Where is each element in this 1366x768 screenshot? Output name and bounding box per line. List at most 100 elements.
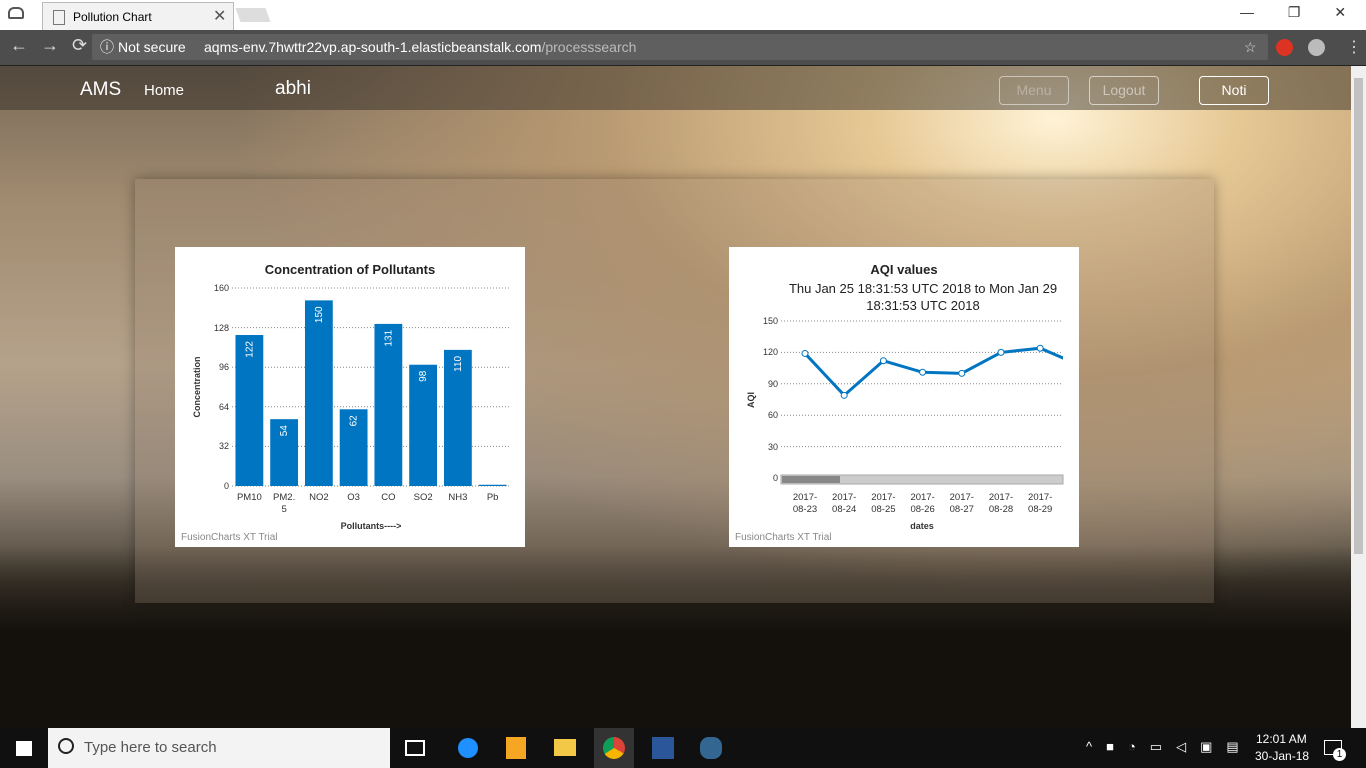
tab-title: Pollution Chart <box>73 10 152 24</box>
point <box>919 368 927 376</box>
x-tick-label: 2017-08-28 <box>988 492 1014 515</box>
abp-icon[interactable] <box>1276 39 1293 56</box>
bar <box>409 364 438 486</box>
window-controls[interactable]: — ❐ ✕ <box>1240 4 1347 20</box>
clock-date: 30-Jan-18 <box>1255 749 1310 763</box>
data-label: 131 <box>383 329 394 346</box>
credit: FusionCharts XT Trial <box>181 532 278 543</box>
point <box>801 349 809 357</box>
y-tick-label: 32 <box>218 441 229 452</box>
data-label: 98 <box>418 370 429 382</box>
address-bar: ← → ⟳ ⓘ Not secure aqms-env.7hwttr22vp.a… <box>0 30 1366 65</box>
explorer-icon[interactable] <box>554 739 576 756</box>
data-label: 150 <box>314 306 325 323</box>
cortana-icon <box>58 738 74 754</box>
logout-button[interactable]: Logout <box>1089 76 1159 105</box>
tray-icons[interactable]: ^■◔▭◁▣▤ <box>1086 739 1253 754</box>
search-placeholder: Type here to search <box>84 739 217 756</box>
scrollbar[interactable] <box>1351 66 1366 728</box>
home-link[interactable]: Home <box>144 82 185 99</box>
data-label: 54 <box>279 425 290 437</box>
x-tick-label: O3 <box>347 492 360 503</box>
y-tick-label: 64 <box>218 401 229 412</box>
menu-button[interactable]: Menu <box>999 76 1069 105</box>
scroll-thumb[interactable] <box>1354 78 1363 554</box>
credit: FusionCharts XT Trial <box>735 532 832 543</box>
extension-icon[interactable] <box>1308 39 1325 56</box>
y-tick-label: 150 <box>762 316 778 326</box>
x-tick-label: 2017-08-27 <box>949 492 974 515</box>
y-axis-title: Concentration <box>192 356 202 418</box>
postgres-icon[interactable] <box>700 737 722 759</box>
x-tick-label: PM2.5 <box>273 492 296 515</box>
point <box>958 369 966 377</box>
tab-close[interactable]: ✕ <box>213 8 227 25</box>
chrome-active[interactable] <box>594 728 634 768</box>
x-tick-label: NH3 <box>448 492 468 503</box>
url: aqms-env.7hwttr22vp.ap-south-1.elasticbe… <box>204 34 636 60</box>
bar <box>304 300 333 486</box>
tab-strip: Pollution Chart ✕ — ❐ ✕ <box>0 0 1366 31</box>
search-box[interactable]: Type here to search <box>48 728 390 768</box>
bar <box>339 409 368 486</box>
y-tick-label: 0 <box>772 473 778 483</box>
x-tick-label: 2017-08-23 <box>792 492 818 515</box>
line <box>803 346 1063 398</box>
chart-subtitle: Thu Jan 25 18:31:53 UTC 2018 to Mon Jan … <box>788 281 1058 313</box>
noti-button[interactable]: Noti <box>1199 76 1269 105</box>
x-tick-label: Pb <box>486 492 499 503</box>
browser-tab[interactable]: Pollution Chart ✕ <box>42 2 234 31</box>
x-tick-label: 2017-08-29 <box>1028 492 1053 515</box>
point <box>997 348 1005 356</box>
chart-title: AQI values <box>870 262 938 277</box>
incognito-icon <box>8 7 24 19</box>
x-tick-label: PM10 <box>236 492 262 503</box>
data-label: 110 <box>453 355 464 371</box>
nav-buttons[interactable]: ← → ⟳ <box>10 35 88 55</box>
omnibox[interactable]: ⓘ Not secure aqms-env.7hwttr22vp.ap-sout… <box>92 34 1268 60</box>
sublime-icon[interactable] <box>506 737 526 759</box>
chrome-icon <box>603 737 625 759</box>
x-tick-label: SO2 <box>413 492 433 503</box>
bar <box>235 335 264 486</box>
task-view[interactable] <box>405 740 425 756</box>
word-icon[interactable] <box>652 737 674 759</box>
clock-time: 12:01 AM <box>1256 732 1307 746</box>
bar <box>270 419 299 486</box>
chart-card: AQI values Thu Jan 25 18:31:53 UTC 2018 t… <box>729 247 1079 547</box>
scroll-track <box>780 474 1064 485</box>
scroll-thumb <box>782 476 840 483</box>
data-label: 122 <box>244 341 255 358</box>
chart: 122 54 150 62 131 98 110 <box>232 287 510 487</box>
x-tick-label: CO <box>381 492 396 503</box>
x-tick-label: 2017-08-25 <box>871 492 896 515</box>
bar <box>443 349 472 486</box>
start-button[interactable] <box>16 741 32 756</box>
edge-icon[interactable] <box>458 738 478 758</box>
x-tick-label: NO2 <box>309 492 329 503</box>
star[interactable]: ☆ <box>1244 39 1257 55</box>
url-host: aqms-env.7hwttr22vp.ap-south-1.elasticbe… <box>204 39 542 55</box>
y-tick-label: 60 <box>767 410 778 421</box>
url-path: /processsearch <box>541 39 637 55</box>
point <box>879 357 887 365</box>
x-axis-title: Pollutants----> <box>340 521 402 531</box>
bar <box>478 484 507 486</box>
chart-card: 122 54 150 62 131 98 110 Concentration of Pollu… <box>175 247 525 547</box>
point <box>1036 344 1044 352</box>
security-label: Not secure <box>118 39 186 55</box>
chart <box>780 320 1064 485</box>
new-tab[interactable] <box>235 8 271 22</box>
y-tick-label: 128 <box>213 322 229 333</box>
info-icon: ⓘ <box>100 39 114 55</box>
chart-title: Concentration of Pollutants <box>264 262 436 277</box>
taskbar: Type here to search ^■◔▭◁▣▤ 12:01 AM 30-… <box>0 728 1366 768</box>
y-tick-label: 90 <box>767 378 778 389</box>
page: AMS Home abhi Menu Logout Noti 122 54 150 6… <box>0 66 1351 728</box>
menu-dots[interactable]: ⋮ <box>1346 39 1362 56</box>
background-trees <box>0 546 1351 728</box>
y-tick-label: 0 <box>223 481 229 491</box>
y-axis-title: AQI <box>746 391 756 408</box>
brand[interactable]: AMS <box>80 79 122 100</box>
